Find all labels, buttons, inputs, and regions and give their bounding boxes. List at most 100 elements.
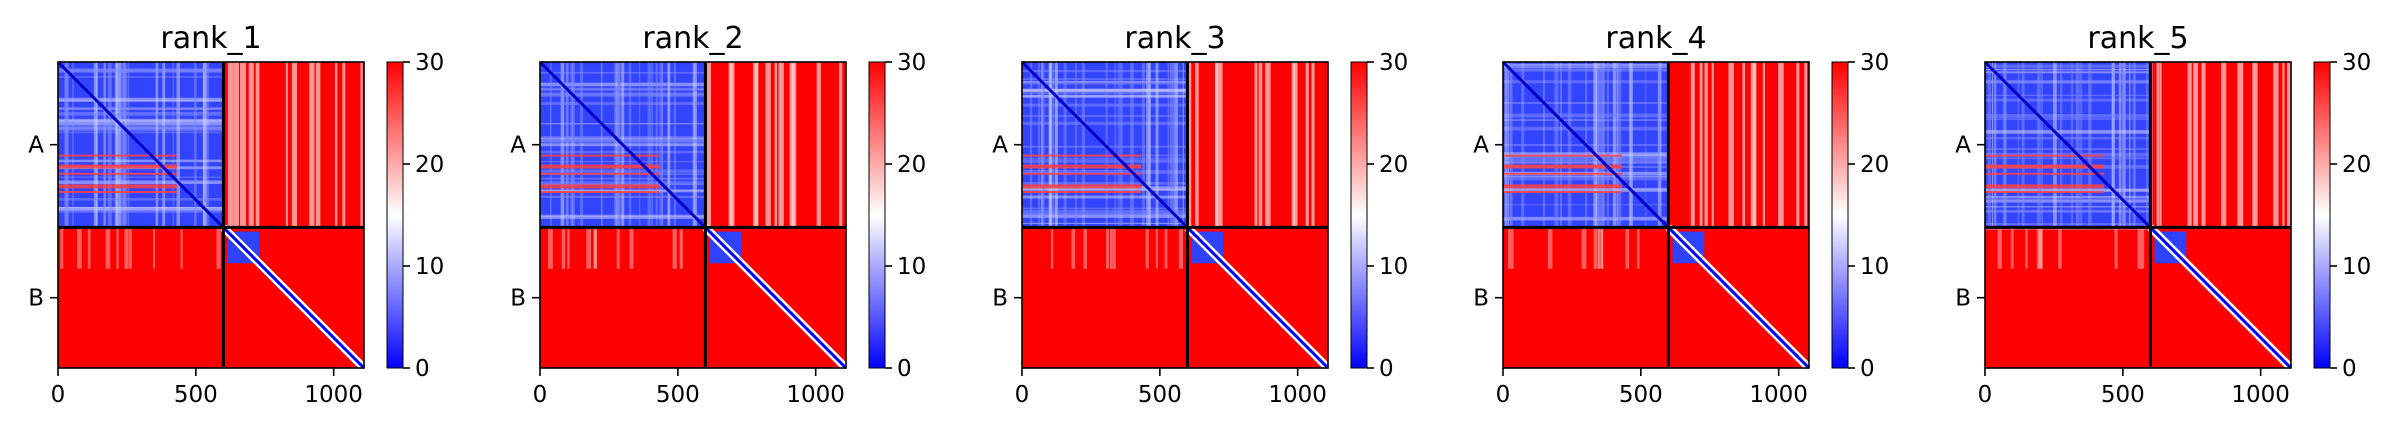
chain-a-row-stripe: [1503, 119, 1669, 121]
chain-b-diagonal: [2149, 226, 2293, 370]
chain-a-high-error-row: [1503, 164, 1623, 169]
axes-frame: [1021, 61, 1329, 369]
ab-stripe: [1704, 62, 1708, 228]
chain-a-high-error-row: [1985, 172, 2105, 175]
ab-stripe: [2201, 62, 2206, 228]
chain-a-row-stripe: [1985, 137, 2151, 140]
ba-stripe: [1083, 227, 1087, 269]
ba-stripe: [60, 227, 64, 269]
ba-stripe: [1112, 227, 1116, 269]
colorbar-tick-label: 0: [1860, 356, 1875, 382]
ab-stripe: [360, 62, 363, 228]
chain-a-row-stripe: [1022, 115, 1188, 117]
chain-a-high-error-row: [1503, 154, 1623, 157]
colorbar: [868, 61, 886, 369]
x-tick-label: 0: [51, 382, 66, 408]
chain-a-row-stripe: [1022, 88, 1188, 92]
chain-a-diagonal: [1983, 60, 2152, 229]
axes-frame: [1984, 61, 2292, 369]
chain-a-column-stripe: [1114, 62, 1116, 228]
chain-a-column-stripe: [1081, 62, 1085, 228]
ab-stripe: [1728, 62, 1734, 228]
chain-a-column-stripe: [1596, 62, 1600, 228]
ab-stripe: [334, 62, 338, 228]
chain-label: A: [1955, 133, 1971, 159]
chain-a-column-stripe: [1606, 62, 1609, 228]
ba-stripe: [1581, 227, 1587, 269]
chain-a-row-stripe: [1985, 114, 2151, 118]
chain-a-row-stripe: [58, 180, 224, 184]
x-tick-label: 500: [174, 382, 218, 408]
axes-frame: [57, 61, 365, 369]
chain-a-high-error-row: [540, 154, 660, 157]
chain-a-row-stripe: [1022, 69, 1188, 73]
chain-a-row-stripe: [1985, 195, 2151, 198]
panel-3: rank_3 A B 0 500 1000 0 10 20 30: [992, 21, 1408, 408]
chain-a-row-stripe: [1985, 98, 2151, 102]
chain-a-column-stripe: [1987, 62, 1991, 228]
chain-a-high-error-row: [1985, 184, 2105, 189]
chain-a-row-stripe: [58, 113, 224, 116]
chain-a-column-stripe: [2060, 62, 2063, 228]
chain-a-row-stripe: [1985, 188, 2151, 192]
ba-stripe: [567, 227, 570, 269]
colorbar-tick-label: 10: [1379, 254, 1408, 280]
chain-a-column-stripe: [617, 62, 621, 228]
ba-stripe: [1109, 227, 1112, 269]
chain-a-row-stripe: [1985, 130, 2151, 134]
chain-a-column-stripe: [1172, 62, 1176, 228]
colorbar-tick-label: 30: [897, 50, 926, 76]
chain-a-column-stripe: [122, 62, 125, 228]
chain-a-column-stripe: [2132, 62, 2135, 228]
chain-a-row-stripe: [1985, 198, 2151, 201]
chain-a-column-stripe: [1510, 62, 1513, 228]
chain-a-column-stripe: [1075, 62, 1077, 228]
chain-a-column-stripe: [203, 62, 207, 228]
chain-a-row-stripe: [1985, 68, 2151, 71]
panel-title: rank_5: [2087, 21, 2188, 56]
ab-stripe: [1265, 62, 1271, 228]
chain-a-column-stripe: [1182, 62, 1184, 228]
chain-a-row-stripe: [1022, 214, 1188, 218]
ba-stripe: [128, 227, 132, 269]
ba-stripe: [586, 227, 592, 269]
chain-a-column-stripe: [1560, 62, 1562, 228]
chain-a-column-stripe: [1148, 62, 1151, 228]
x-tick-label: 500: [1138, 382, 1182, 408]
chain-a-column-stripe: [1508, 62, 1510, 228]
chain-a-column-stripe: [1509, 62, 1512, 228]
ab-stripe: [765, 62, 771, 228]
chain-a-row-stripe: [58, 118, 224, 122]
chain-a-row-stripe: [58, 120, 224, 124]
chain-a-column-stripe: [2017, 62, 2020, 228]
chain-a-high-error-row: [540, 172, 660, 175]
panel-title: rank_3: [1124, 21, 1225, 56]
chain-a-column-stripe: [2071, 62, 2073, 228]
chain-a-column-stripe: [1146, 62, 1150, 228]
chain-a-row-stripe: [58, 68, 224, 73]
chain-a-row-stripe: [1503, 113, 1669, 118]
chain-a-row-stripe: [58, 176, 224, 178]
chain-a-column-stripe: [1657, 62, 1661, 228]
chain-a-column-stripe: [155, 62, 159, 228]
chain-a-high-error-row: [58, 154, 178, 157]
ba-stripe: [2137, 227, 2142, 269]
chain-a-row-stripe: [58, 111, 224, 114]
chain-a-column-stripe: [1593, 62, 1598, 228]
chain-a-row-stripe: [1503, 152, 1669, 157]
chain-a-row-stripe: [1985, 211, 2151, 213]
chain-b-diagonal: [1186, 226, 1330, 370]
ab-stripe: [778, 62, 784, 228]
ab-stripe: [1690, 62, 1695, 228]
colorbar-tick-label: 10: [2342, 254, 2371, 280]
colorbar-tick-label: 0: [415, 356, 430, 382]
ab-stripe: [233, 62, 239, 228]
chain-a-diagonal: [1501, 60, 1670, 229]
ab-stripe: [1742, 62, 1746, 228]
chain-a-row-stripe: [1022, 81, 1188, 85]
chain-a-column-stripe: [162, 62, 166, 228]
ab-stripe: [2282, 62, 2285, 228]
chain-a-column-stripe: [1994, 62, 1997, 228]
ab-stripe: [227, 62, 234, 228]
ba-stripe: [1050, 227, 1054, 269]
